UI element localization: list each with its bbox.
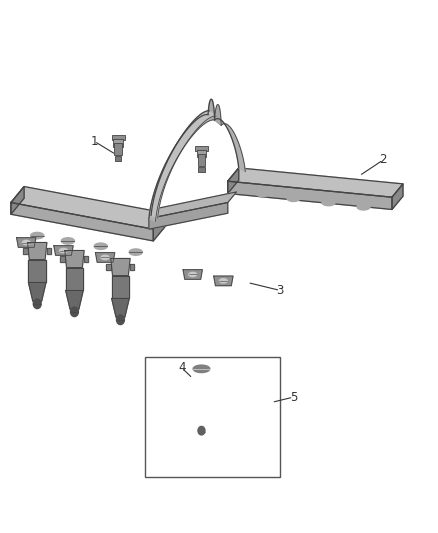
Text: 4: 4	[178, 361, 186, 374]
Text: 3: 3	[277, 284, 284, 297]
Ellipse shape	[357, 204, 370, 210]
Polygon shape	[149, 115, 215, 221]
Circle shape	[198, 426, 205, 435]
FancyBboxPatch shape	[197, 150, 206, 157]
Text: 2: 2	[379, 154, 387, 166]
Polygon shape	[66, 268, 83, 290]
Ellipse shape	[189, 272, 197, 277]
Ellipse shape	[31, 232, 44, 239]
Polygon shape	[112, 276, 129, 298]
Ellipse shape	[322, 199, 335, 206]
Polygon shape	[23, 248, 28, 254]
Polygon shape	[65, 251, 84, 268]
Polygon shape	[149, 192, 237, 219]
Polygon shape	[151, 111, 216, 218]
FancyBboxPatch shape	[198, 154, 205, 166]
Polygon shape	[11, 187, 166, 229]
Circle shape	[33, 299, 41, 309]
FancyBboxPatch shape	[114, 143, 122, 155]
Ellipse shape	[256, 190, 269, 197]
Text: 1: 1	[90, 135, 98, 148]
Ellipse shape	[129, 249, 142, 255]
Polygon shape	[47, 248, 51, 254]
Ellipse shape	[22, 240, 30, 245]
Ellipse shape	[287, 195, 300, 201]
Polygon shape	[11, 203, 153, 241]
Polygon shape	[111, 259, 130, 276]
Polygon shape	[28, 243, 47, 260]
Ellipse shape	[94, 243, 107, 249]
Polygon shape	[28, 260, 46, 282]
FancyBboxPatch shape	[113, 139, 123, 147]
Polygon shape	[112, 298, 129, 317]
Ellipse shape	[219, 279, 227, 283]
FancyBboxPatch shape	[115, 156, 121, 161]
Polygon shape	[84, 256, 88, 262]
Polygon shape	[208, 99, 221, 125]
Polygon shape	[54, 246, 73, 255]
Text: 5: 5	[290, 391, 297, 403]
Polygon shape	[214, 276, 233, 286]
Polygon shape	[106, 264, 111, 270]
Polygon shape	[193, 410, 210, 429]
Polygon shape	[215, 119, 245, 172]
Polygon shape	[60, 256, 65, 262]
Polygon shape	[193, 387, 210, 410]
Polygon shape	[153, 213, 166, 241]
FancyBboxPatch shape	[195, 146, 208, 151]
FancyBboxPatch shape	[198, 167, 205, 172]
Polygon shape	[130, 264, 134, 270]
Polygon shape	[392, 184, 403, 209]
Circle shape	[117, 315, 124, 325]
Polygon shape	[66, 290, 83, 309]
Ellipse shape	[60, 248, 67, 253]
Polygon shape	[187, 376, 192, 382]
FancyBboxPatch shape	[112, 135, 125, 140]
Polygon shape	[11, 187, 24, 214]
Polygon shape	[95, 253, 115, 262]
Polygon shape	[28, 282, 46, 301]
Polygon shape	[228, 181, 392, 209]
Polygon shape	[211, 376, 215, 382]
Ellipse shape	[61, 238, 74, 244]
Polygon shape	[17, 238, 36, 247]
Polygon shape	[149, 203, 228, 229]
Polygon shape	[192, 370, 211, 387]
Bar	[145, 357, 280, 477]
Polygon shape	[183, 270, 202, 279]
Polygon shape	[228, 168, 403, 197]
Ellipse shape	[193, 365, 210, 373]
Polygon shape	[228, 168, 239, 193]
Ellipse shape	[101, 255, 109, 260]
Circle shape	[198, 427, 205, 437]
Circle shape	[71, 307, 78, 317]
